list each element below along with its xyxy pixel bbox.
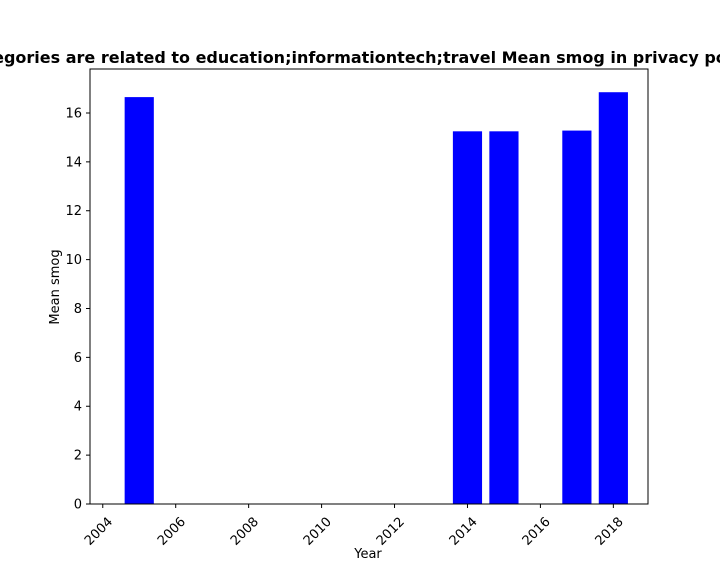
x-tick-label-2006: 2006 [155, 515, 189, 549]
y-tick-label-8: 8 [74, 302, 82, 317]
y-tick-label-0: 0 [74, 498, 82, 513]
bar-2018 [598, 92, 628, 504]
x-axis-label: Year [353, 547, 382, 562]
y-tick-label-2: 2 [74, 449, 82, 464]
x-axis: 2004 2006 2008 2010 2012 2014 2016 2018 [82, 504, 627, 549]
bar-2015 [489, 131, 519, 504]
y-axis: 0 2 4 6 8 10 12 14 16 [65, 106, 90, 513]
y-tick-label-12: 12 [65, 204, 82, 219]
x-tick-label-2012: 2012 [374, 515, 408, 549]
x-tick-label-2004: 2004 [82, 515, 116, 549]
bars-group [124, 92, 628, 504]
plot-frame [89, 68, 649, 505]
bar-2014 [452, 131, 483, 504]
x-tick-label-2008: 2008 [228, 515, 262, 549]
bar-2005 [124, 97, 154, 504]
x-tick-label-2010: 2010 [301, 515, 335, 549]
chart-title: Categories are related to education;info… [0, 48, 720, 67]
x-tick-label-2016: 2016 [520, 515, 554, 549]
y-tick-label-10: 10 [65, 253, 82, 268]
x-tick-label-2018: 2018 [593, 515, 627, 549]
y-tick-label-6: 6 [74, 351, 82, 366]
bar-2017 [562, 130, 592, 504]
y-axis-label: Mean smog [48, 249, 63, 324]
y-tick-label-16: 16 [65, 106, 82, 121]
x-tick-label-2014: 2014 [447, 515, 481, 549]
y-tick-label-14: 14 [65, 155, 82, 170]
y-tick-label-4: 4 [74, 400, 82, 415]
